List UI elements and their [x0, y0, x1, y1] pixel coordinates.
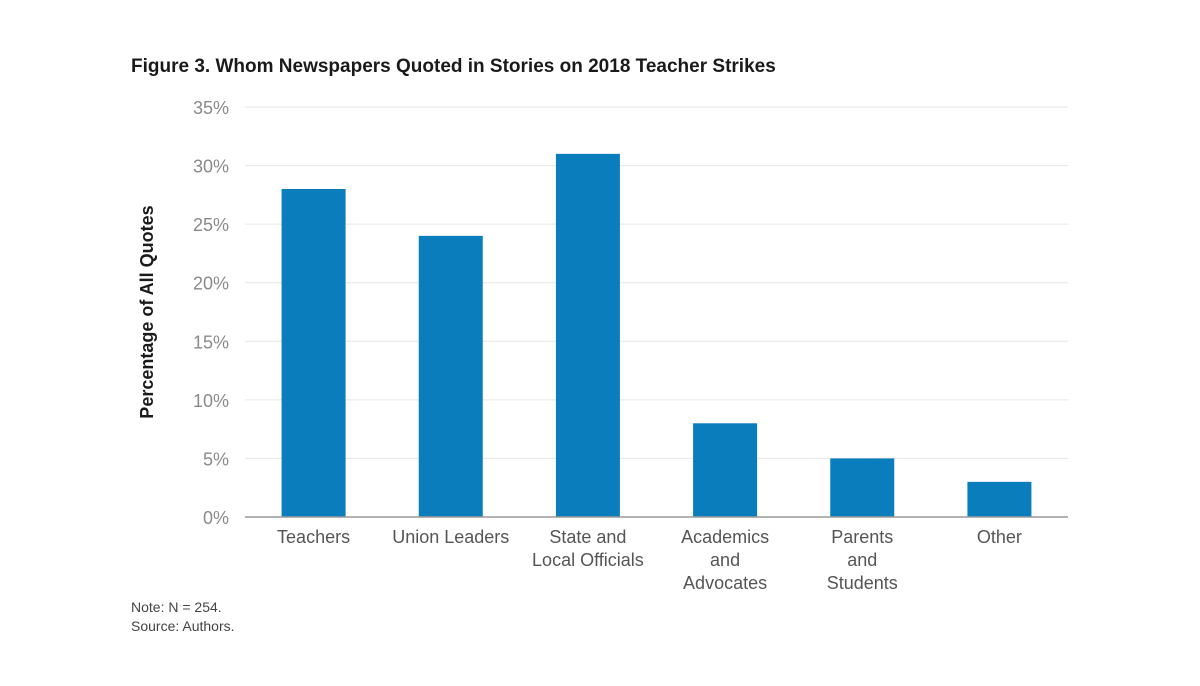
x-category-label: State and Local Officials	[532, 527, 644, 570]
x-category-label-line: Union Leaders	[392, 527, 509, 547]
x-category-label: Teachers	[277, 527, 350, 547]
x-category-label: Union Leaders	[392, 527, 509, 547]
x-category-label-line: Parents	[831, 527, 893, 547]
bar	[555, 153, 620, 517]
y-tick-label: 30%	[193, 157, 229, 177]
x-category-label-line: Other	[977, 527, 1022, 547]
bars	[281, 153, 1032, 517]
bar	[281, 189, 346, 517]
bar	[418, 235, 483, 517]
x-category-label-line: Academics	[681, 527, 769, 547]
y-tick-label: 10%	[193, 391, 229, 411]
note-text: Note: N = 254.	[131, 599, 222, 615]
x-category-label-line: and	[710, 550, 740, 570]
y-axis-label: Percentage of All Quotes	[137, 205, 157, 418]
source-text: Source: Authors.	[131, 618, 235, 634]
x-category-label: Academics and Advocates	[681, 527, 769, 593]
x-category-label-line: Students	[827, 573, 898, 593]
gridlines	[245, 106, 1068, 459]
chart-title: Figure 3. Whom Newspapers Quoted in Stor…	[131, 56, 776, 77]
bar	[693, 423, 758, 517]
x-category-label: Other	[977, 527, 1022, 547]
bar	[830, 458, 895, 517]
y-tick-label: 0%	[203, 508, 229, 528]
x-category-label: Parents and Students	[827, 527, 898, 593]
x-category-label-line: Teachers	[277, 527, 350, 547]
figure-notes: Note: N = 254. Source: Authors.	[131, 598, 235, 636]
y-tick-labels: 0% 5% 10% 15% 20% 25% 30% 35%	[193, 98, 229, 528]
y-tick-label: 20%	[193, 274, 229, 294]
x-category-label-line: Advocates	[683, 573, 767, 593]
x-category-label-line: and	[847, 550, 877, 570]
y-tick-label: 5%	[203, 449, 229, 469]
x-category-label-line: Local Officials	[532, 550, 644, 570]
bar	[967, 481, 1032, 517]
x-category-label-line: State and	[549, 527, 626, 547]
y-tick-label: 25%	[193, 215, 229, 235]
y-tick-label: 35%	[193, 98, 229, 118]
x-category-labels: Teachers Union Leaders State and Local Offi…	[277, 527, 1022, 593]
y-tick-label: 15%	[193, 332, 229, 352]
